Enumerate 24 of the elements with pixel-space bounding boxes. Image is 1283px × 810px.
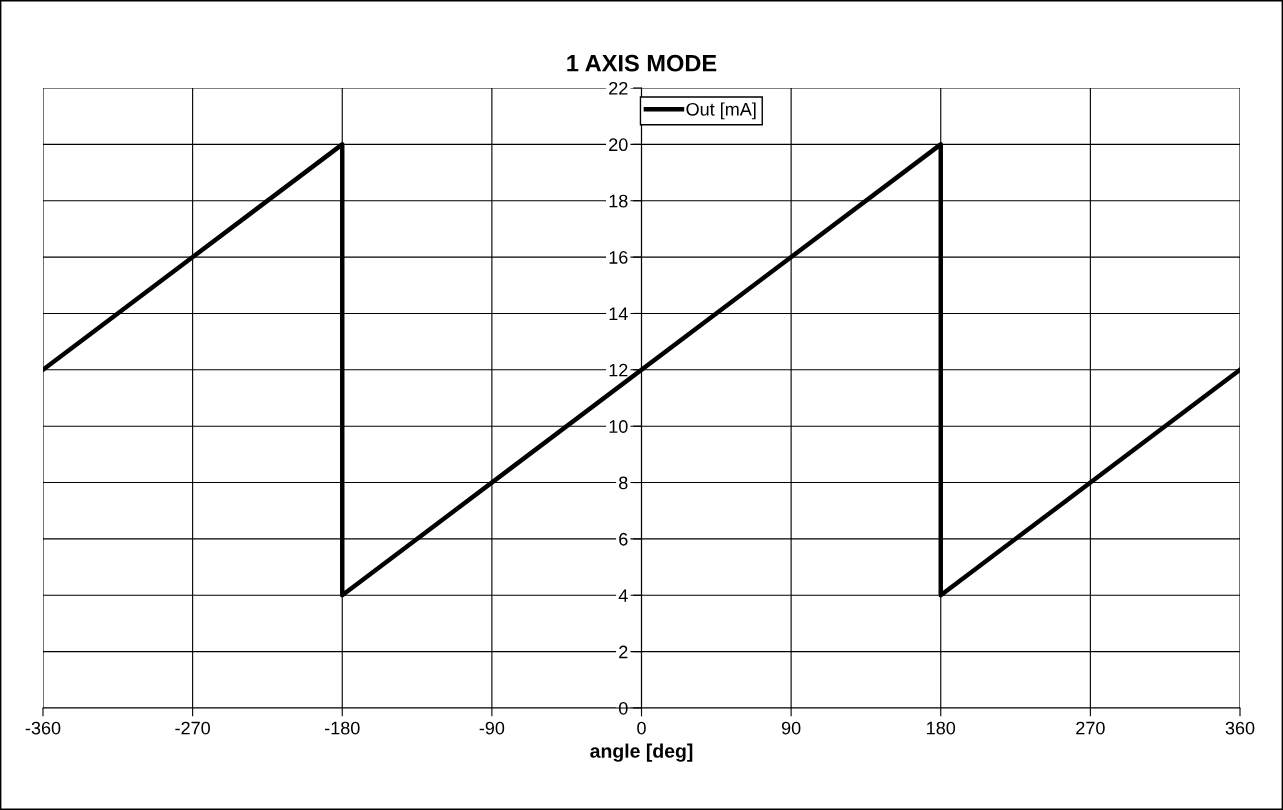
y-tick-label: 8 xyxy=(619,476,628,490)
legend-label: Out [mA] xyxy=(686,102,756,120)
y-tick-label: 0 xyxy=(618,701,628,715)
y-tick-label: 4 xyxy=(618,589,628,602)
y-tick-label: 18 xyxy=(609,194,628,208)
x-axis-title: angle [deg] xyxy=(590,743,693,762)
y-tick-label: 6 xyxy=(619,532,628,546)
y-tick-label: 16 xyxy=(609,251,628,264)
y-tick-label: 22 xyxy=(609,81,628,95)
x-tick-label: 270 xyxy=(1076,721,1105,735)
y-tick-label: 20 xyxy=(609,138,628,152)
y-tick-label: 2 xyxy=(619,645,628,659)
x-tick-label: 360 xyxy=(1225,721,1255,735)
chart-title: 1 AXIS MODE xyxy=(567,54,717,72)
x-tick-label: 90 xyxy=(781,721,801,735)
x-tick-label: -180 xyxy=(324,721,360,735)
x-tick-label: -270 xyxy=(175,721,210,735)
x-tick-label: -90 xyxy=(479,721,505,735)
x-tick-label: 180 xyxy=(927,721,956,735)
x-tick-label: 0 xyxy=(637,721,646,735)
x-tick-label: -360 xyxy=(25,721,61,735)
y-tick-label: 12 xyxy=(609,363,628,377)
y-tick-label: 14 xyxy=(609,307,628,320)
y-tick-label: 10 xyxy=(609,420,628,433)
